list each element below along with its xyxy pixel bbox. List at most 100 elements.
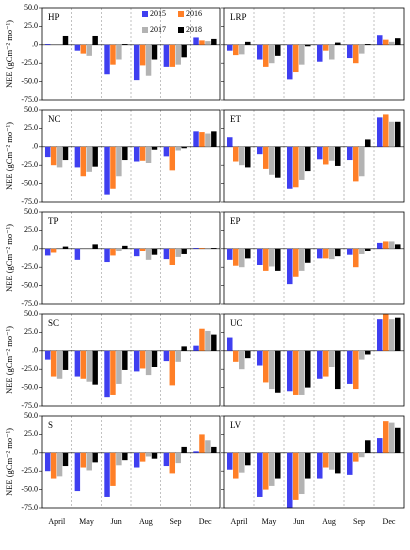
bar bbox=[169, 452, 176, 474]
bar bbox=[211, 38, 217, 45]
bar bbox=[287, 350, 293, 392]
y-tick-label: .0 bbox=[32, 448, 38, 457]
y-tick-label: -75.0 bbox=[21, 197, 38, 206]
bar bbox=[74, 248, 81, 260]
bar bbox=[104, 452, 110, 497]
x-tick-label: Dec bbox=[199, 517, 212, 526]
x-tick-label: May bbox=[79, 517, 94, 526]
bar bbox=[377, 242, 383, 249]
bar bbox=[139, 44, 146, 66]
bar bbox=[211, 131, 217, 147]
bar bbox=[257, 146, 263, 155]
bar bbox=[169, 44, 176, 67]
bar bbox=[275, 248, 281, 271]
bar bbox=[50, 146, 57, 166]
bars bbox=[227, 314, 401, 395]
x-tick-label: Aug bbox=[322, 517, 336, 526]
bar bbox=[227, 248, 233, 260]
bar bbox=[335, 248, 341, 257]
bar bbox=[365, 139, 371, 147]
x-tick-label: May bbox=[262, 517, 277, 526]
bar bbox=[329, 248, 335, 260]
bar bbox=[347, 350, 353, 384]
bar bbox=[133, 452, 140, 468]
bar bbox=[275, 146, 281, 178]
bar bbox=[133, 248, 140, 257]
bar bbox=[347, 248, 353, 255]
bar bbox=[299, 248, 305, 271]
bar bbox=[293, 146, 299, 188]
bar bbox=[175, 248, 181, 257]
bar bbox=[175, 350, 181, 362]
bar bbox=[181, 446, 187, 453]
bar bbox=[293, 44, 299, 73]
bar bbox=[145, 452, 152, 457]
y-axis-label: NEE (gCm⁻² mo⁻¹) bbox=[4, 428, 14, 496]
bar bbox=[86, 452, 92, 471]
panel-title: ET bbox=[230, 114, 241, 124]
bars bbox=[44, 244, 217, 265]
bar bbox=[365, 350, 371, 355]
bar bbox=[263, 44, 269, 67]
bar bbox=[305, 350, 311, 388]
bar bbox=[139, 248, 146, 252]
bar bbox=[86, 146, 92, 172]
bar bbox=[383, 314, 389, 351]
y-tick-label: -50.0 bbox=[21, 484, 38, 493]
bar bbox=[245, 350, 251, 359]
bar bbox=[329, 44, 335, 60]
bar bbox=[193, 131, 199, 147]
bar bbox=[329, 146, 335, 161]
y-tick-label: 25.0 bbox=[24, 21, 38, 30]
panel-frame bbox=[41, 109, 221, 203]
bar bbox=[62, 146, 69, 161]
y-tick-label: 25.0 bbox=[24, 327, 38, 336]
bar bbox=[233, 44, 239, 56]
bar bbox=[151, 146, 158, 150]
bar bbox=[122, 452, 128, 461]
panel-title: EP bbox=[230, 216, 241, 226]
bar bbox=[329, 452, 335, 470]
y-tick-label: 50.0 bbox=[24, 411, 38, 420]
bar bbox=[395, 38, 401, 45]
bar bbox=[139, 350, 146, 369]
bar bbox=[287, 452, 293, 508]
bar bbox=[287, 146, 293, 189]
bar bbox=[395, 244, 401, 249]
y-tick-label: -25.0 bbox=[21, 364, 38, 373]
x-tick-label: April bbox=[48, 517, 66, 526]
bar bbox=[383, 421, 389, 453]
bar bbox=[389, 241, 395, 249]
bar bbox=[317, 350, 323, 379]
bar bbox=[365, 248, 371, 252]
bar bbox=[139, 146, 146, 161]
bar bbox=[245, 146, 251, 168]
bar bbox=[110, 146, 116, 189]
bar bbox=[80, 146, 87, 177]
legend-label: 2017 bbox=[150, 25, 166, 34]
bar bbox=[163, 44, 170, 67]
bar bbox=[335, 146, 341, 166]
panel-title: SC bbox=[48, 318, 59, 328]
y-axis-label: NEE (gCm⁻² mo⁻¹) bbox=[4, 326, 14, 394]
bar bbox=[50, 452, 57, 479]
bar bbox=[317, 146, 323, 160]
bar bbox=[347, 146, 353, 161]
bar bbox=[395, 317, 401, 351]
y-tick-label: -25.0 bbox=[21, 58, 38, 67]
bars bbox=[44, 434, 217, 497]
bar bbox=[205, 440, 211, 453]
bar bbox=[233, 248, 239, 266]
bar bbox=[269, 146, 275, 175]
bar bbox=[227, 452, 233, 470]
bar bbox=[317, 44, 323, 62]
x-tick-label: Aug bbox=[139, 517, 153, 526]
bars bbox=[227, 114, 401, 189]
y-tick-label: -50.0 bbox=[21, 76, 38, 85]
bar bbox=[74, 44, 81, 51]
bar bbox=[163, 146, 170, 157]
bar bbox=[323, 44, 329, 51]
bar bbox=[389, 121, 395, 147]
legend-label: 2016 bbox=[186, 9, 202, 18]
bar bbox=[169, 350, 176, 386]
